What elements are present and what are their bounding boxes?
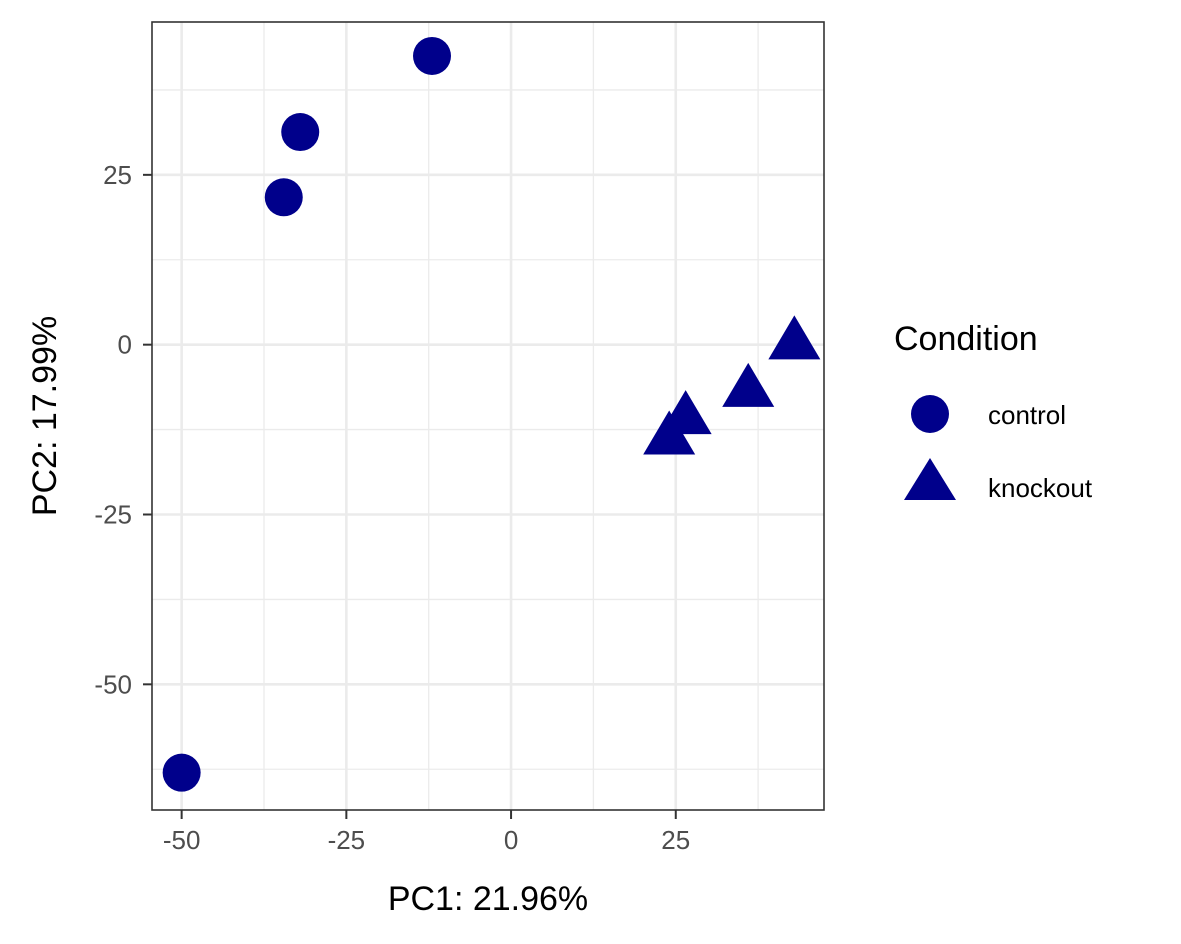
legend-title: Condition (894, 320, 1038, 358)
y-tick-label: 0 (118, 330, 132, 360)
x-axis-title: PC1: 21.96% (388, 880, 588, 918)
point-control (413, 36, 451, 75)
minor-grid (152, 22, 824, 810)
point-control (264, 178, 303, 217)
legend-triangle-icon (904, 458, 956, 500)
data-points (162, 36, 821, 792)
x-tick-label: 25 (661, 825, 690, 855)
panel-border (151, 21, 825, 811)
y-axis-title: PC2: 17.99% (26, 316, 64, 516)
y-tick-label: -50 (94, 669, 132, 699)
y-tick-label: -25 (94, 500, 132, 530)
legend: Condition control knockout (894, 320, 1093, 503)
point-control (281, 113, 320, 152)
x-tick-label: 0 (504, 825, 518, 855)
x-tick-label: -50 (163, 825, 201, 855)
legend-label-control: control (988, 400, 1066, 430)
x-tick-label: -25 (328, 825, 366, 855)
legend-circle-icon (911, 395, 949, 433)
y-axis: -50 -25 0 25 (94, 160, 152, 699)
y-tick-label: 25 (103, 160, 132, 190)
point-knockout (643, 410, 696, 455)
point-knockout (722, 362, 775, 407)
point-control (162, 753, 201, 792)
point-knockout (768, 315, 821, 360)
x-axis: -50 -25 0 25 (163, 810, 690, 855)
legend-label-knockout: knockout (988, 473, 1093, 503)
